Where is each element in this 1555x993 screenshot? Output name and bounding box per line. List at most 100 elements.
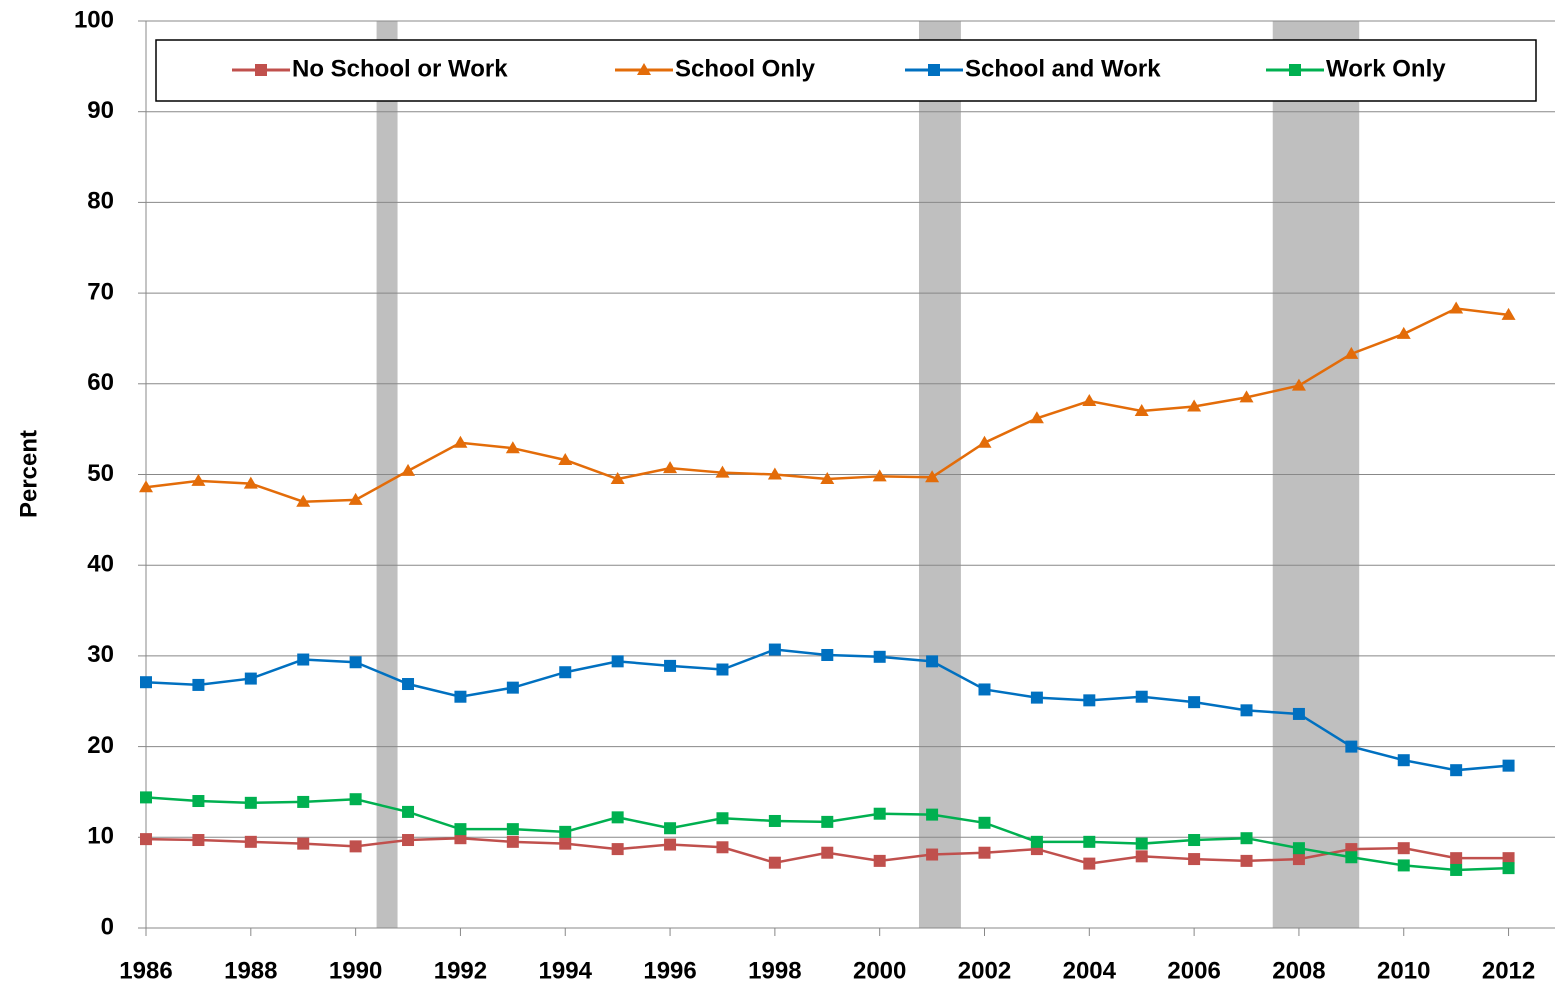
marker xyxy=(716,841,729,854)
x-tick-label: 1988 xyxy=(224,957,277,984)
marker xyxy=(1082,394,1097,407)
marker xyxy=(1345,740,1358,753)
marker xyxy=(821,648,834,661)
marker xyxy=(140,791,152,804)
legend-label: No School or Work xyxy=(292,55,508,82)
marker xyxy=(716,663,729,676)
marker xyxy=(978,816,991,829)
x-tick-label: 1998 xyxy=(748,957,801,984)
marker xyxy=(716,812,729,825)
marker xyxy=(664,822,677,835)
y-tick-label: 40 xyxy=(87,551,114,578)
marker xyxy=(297,653,310,666)
marker xyxy=(506,835,519,848)
marker xyxy=(873,807,886,820)
marker xyxy=(1135,690,1148,703)
marker xyxy=(1397,859,1410,872)
marker xyxy=(1188,834,1201,847)
marker xyxy=(978,683,991,696)
marker xyxy=(1029,411,1044,424)
marker xyxy=(192,795,205,808)
y-tick-label: 50 xyxy=(87,460,114,487)
legend-label: School Only xyxy=(675,55,816,82)
marker xyxy=(872,469,887,482)
marker xyxy=(1449,301,1464,314)
marker xyxy=(1397,754,1410,767)
marker xyxy=(1135,850,1148,863)
marker xyxy=(873,854,886,867)
marker xyxy=(453,435,468,448)
marker xyxy=(1083,857,1096,870)
marker xyxy=(558,452,573,465)
marker xyxy=(1240,832,1253,845)
x-tick-label: 1996 xyxy=(643,957,696,984)
legend-marker xyxy=(1289,64,1301,76)
marker xyxy=(1083,835,1096,848)
marker xyxy=(664,659,677,672)
marker xyxy=(1450,764,1463,777)
marker xyxy=(1240,854,1253,867)
marker xyxy=(1291,378,1306,391)
marker xyxy=(192,834,205,847)
y-tick-label: 20 xyxy=(87,732,114,759)
marker xyxy=(611,843,624,856)
y-tick-label: 80 xyxy=(87,188,114,215)
marker xyxy=(767,467,782,480)
legend-marker xyxy=(255,64,267,76)
marker xyxy=(1345,851,1358,864)
marker xyxy=(243,476,258,489)
x-tick-label: 1986 xyxy=(119,957,172,984)
marker xyxy=(349,840,362,853)
y-tick-label: 10 xyxy=(87,823,114,850)
marker xyxy=(506,681,519,694)
marker xyxy=(1502,852,1515,865)
marker xyxy=(296,494,311,507)
y-tick-label: 100 xyxy=(74,6,114,33)
marker xyxy=(348,492,363,505)
legend-marker xyxy=(637,63,651,75)
legend-label: Work Only xyxy=(1326,55,1446,82)
marker xyxy=(1397,842,1410,855)
marker xyxy=(454,690,467,703)
legend: No School or Work School Only School and W… xyxy=(155,39,1537,102)
marker xyxy=(1292,707,1305,720)
marker xyxy=(140,676,152,689)
marker xyxy=(1292,853,1305,866)
marker xyxy=(821,846,834,859)
marker xyxy=(297,837,310,850)
marker xyxy=(1187,399,1202,412)
x-tick-label: 2010 xyxy=(1377,957,1430,984)
x-tick-label: 2006 xyxy=(1167,957,1220,984)
marker xyxy=(978,846,991,859)
x-tick-label: 1994 xyxy=(539,957,593,984)
marker xyxy=(1501,307,1516,320)
marker xyxy=(663,461,678,474)
marker xyxy=(1030,691,1043,704)
marker xyxy=(349,793,362,806)
marker xyxy=(1292,842,1305,855)
marker xyxy=(402,834,415,847)
marker xyxy=(926,655,939,668)
marker xyxy=(559,825,572,838)
marker xyxy=(454,832,467,845)
marker xyxy=(402,678,415,691)
marker xyxy=(505,441,520,454)
x-tick-label: 1990 xyxy=(329,957,382,984)
marker xyxy=(611,811,624,824)
y-tick-label: 30 xyxy=(87,641,114,668)
marker xyxy=(664,838,677,851)
x-tick-label: 1992 xyxy=(434,957,487,984)
marker xyxy=(1450,863,1463,876)
marker xyxy=(1030,835,1043,848)
marker xyxy=(821,815,834,828)
marker xyxy=(715,465,730,478)
marker xyxy=(1450,852,1463,865)
marker xyxy=(559,837,572,850)
marker xyxy=(1083,694,1096,707)
x-tick-label: 2004 xyxy=(1063,957,1117,984)
marker xyxy=(1239,390,1254,403)
marker xyxy=(925,470,940,483)
marker xyxy=(1502,759,1515,772)
y-axis-label: Percent xyxy=(15,430,42,518)
